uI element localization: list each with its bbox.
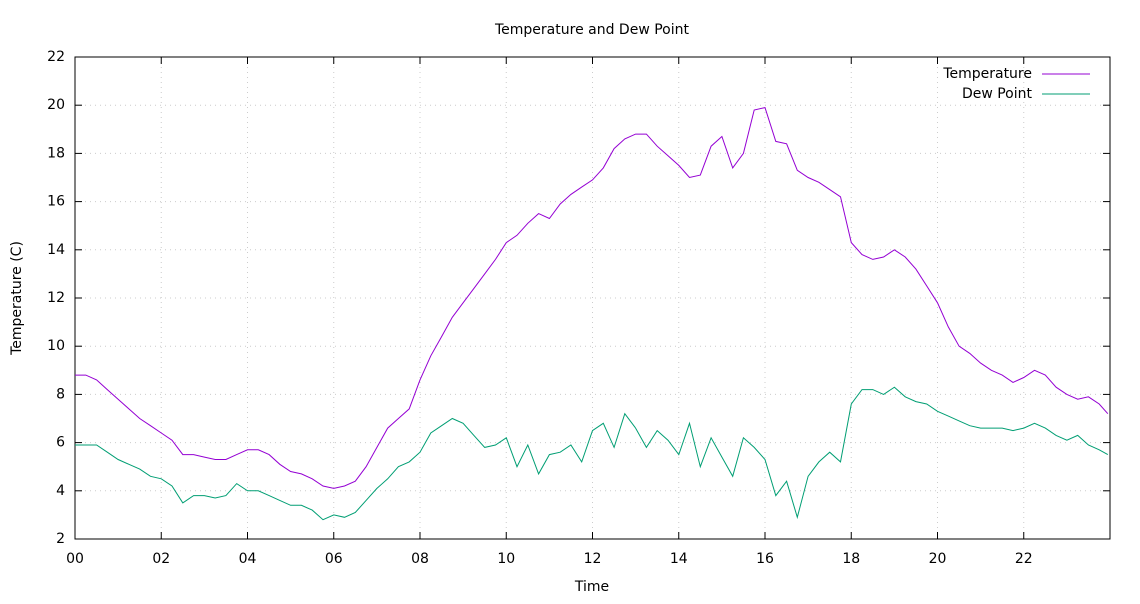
- y-tick-label: 18: [47, 145, 65, 161]
- line-series: [75, 107, 1109, 489]
- plot-frame: [74, 56, 1111, 540]
- legend-label: Temperature: [942, 66, 1032, 82]
- y-tick-label: 10: [47, 338, 65, 354]
- x-tick-label: 20: [929, 551, 947, 567]
- y-tick-label: 4: [56, 483, 65, 499]
- x-tick-label: 06: [325, 551, 343, 567]
- y-tick-label: 12: [47, 290, 65, 306]
- y-tick-label: 22: [47, 49, 65, 65]
- legend-label: Dew Point: [962, 86, 1033, 102]
- line-series: [75, 386, 1109, 521]
- x-tick-label: 22: [1015, 551, 1033, 567]
- x-tick-label: 04: [239, 551, 257, 567]
- x-axis-label: Time: [574, 579, 609, 595]
- x-tick-label: 12: [584, 551, 602, 567]
- x-tick-label: 14: [670, 551, 688, 567]
- x-tick-label: 10: [497, 551, 515, 567]
- chart-title: Temperature and Dew Point: [494, 22, 689, 38]
- y-tick-label: 6: [56, 435, 65, 451]
- x-tick-label: 18: [842, 551, 860, 567]
- x-tick-label: 02: [152, 551, 170, 567]
- y-tick-label: 16: [47, 194, 65, 210]
- x-tick-label: 08: [411, 551, 429, 567]
- x-tick-label: 00: [66, 551, 84, 567]
- x-tick-label: 16: [756, 551, 774, 567]
- y-axis-label: Temperature (C): [9, 241, 25, 356]
- y-tick-label: 14: [47, 242, 65, 258]
- y-tick-label: 2: [56, 531, 65, 547]
- y-tick-label: 20: [47, 97, 65, 113]
- y-tick-label: 8: [56, 386, 65, 402]
